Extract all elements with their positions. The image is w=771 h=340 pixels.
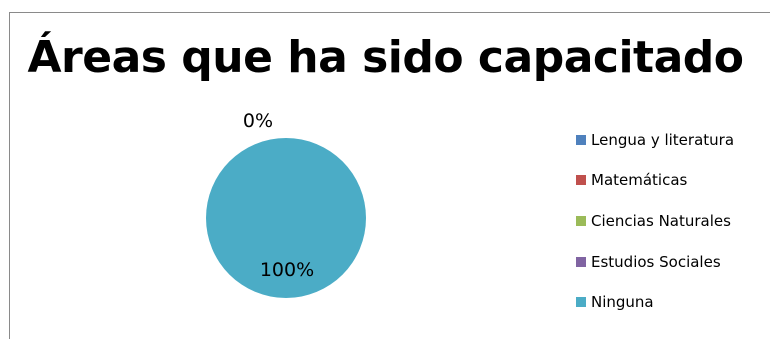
legend-item-ninguna: Ninguna	[576, 292, 654, 312]
legend-swatch	[576, 174, 586, 185]
chart-frame	[9, 12, 770, 339]
legend-label: Lengua y literatura	[591, 131, 735, 149]
legend-swatch	[576, 215, 586, 226]
legend-item-lengua: Lengua y literatura	[576, 130, 734, 150]
chart-title: Áreas que ha sido capacitado	[27, 32, 745, 83]
legend-item-ciencias-naturales: Ciencias Naturales	[576, 211, 731, 231]
pie-slices	[206, 138, 366, 298]
legend-item-matematicas: Matemáticas	[576, 170, 687, 190]
data-label-full: 100%	[260, 259, 314, 281]
data-label-zero: 0%	[243, 110, 273, 132]
legend-label: Ciencias Naturales	[591, 212, 731, 230]
legend-label: Matemáticas	[591, 171, 688, 189]
legend-label: Estudios Sociales	[591, 253, 721, 271]
legend-swatch	[576, 134, 586, 145]
legend-item-estudios-sociales: Estudios Sociales	[576, 252, 721, 272]
legend-label: Ninguna	[591, 293, 654, 311]
legend-swatch	[576, 256, 586, 267]
pie-slice-ninguna	[206, 138, 366, 298]
legend-swatch	[576, 296, 586, 307]
